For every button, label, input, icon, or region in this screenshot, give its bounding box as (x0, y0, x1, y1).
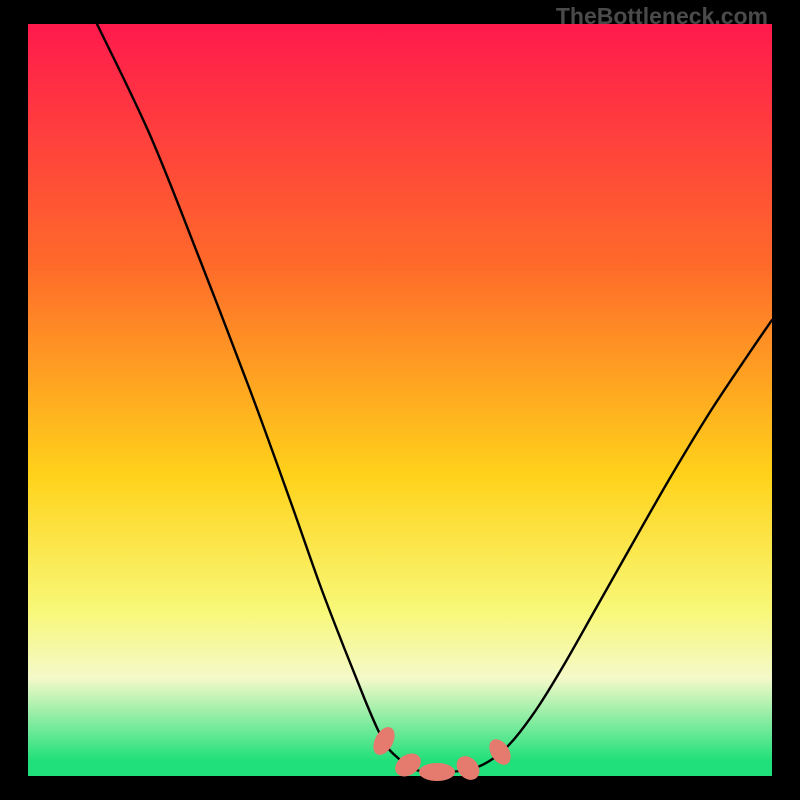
gradient-plot-area (28, 24, 772, 776)
chart-frame: TheBottleneck.com (0, 0, 800, 800)
watermark-text: TheBottleneck.com (556, 3, 768, 30)
